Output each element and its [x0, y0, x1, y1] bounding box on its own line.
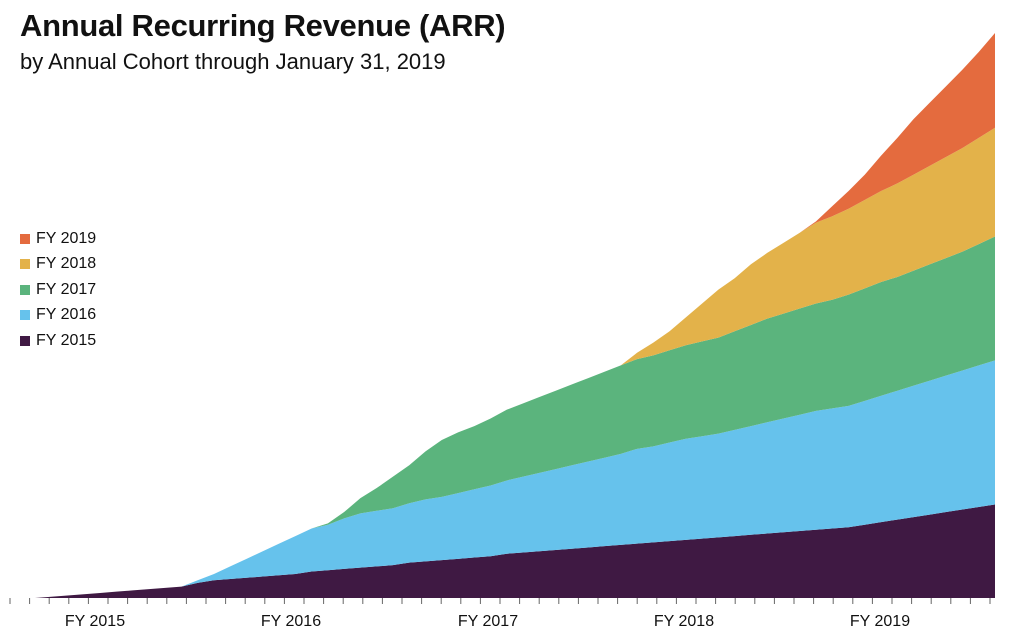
legend-item: FY 2017 [20, 277, 96, 303]
x-tick-label: FY 2019 [850, 613, 910, 630]
legend-item: FY 2019 [20, 226, 96, 252]
chart-legend: FY 2019 FY 2018 FY 2017 FY 2016 FY 2015 [20, 226, 96, 354]
legend-swatch [20, 335, 30, 346]
legend-swatch [20, 233, 30, 244]
x-tick-label: FY 2017 [458, 613, 518, 630]
legend-swatch [20, 259, 30, 270]
legend-label: FY 2016 [36, 306, 97, 324]
legend-label: FY 2017 [36, 280, 97, 298]
legend-swatch [20, 310, 30, 321]
chart-subtitle: by Annual Cohort through January 31, 201… [20, 49, 446, 74]
legend-label: FY 2015 [36, 331, 97, 349]
legend-swatch [20, 284, 30, 295]
legend-label: FY 2018 [36, 255, 97, 273]
x-tick-label: FY 2015 [65, 613, 125, 630]
x-tick-label: FY 2018 [654, 613, 714, 630]
chart-title: Annual Recurring Revenue (ARR) [20, 8, 506, 43]
area-fy-2017 [35, 236, 995, 599]
legend-item: FY 2015 [20, 328, 96, 354]
x-tick-label: FY 2016 [261, 613, 321, 630]
area-layers [35, 33, 995, 599]
legend-item: FY 2016 [20, 303, 96, 329]
x-axis: FY 2015 FY 2016 FY 2017 FY 2018 FY 2019 [9, 598, 991, 630]
legend-item: FY 2018 [20, 252, 96, 278]
legend-label: FY 2019 [36, 229, 97, 247]
area-fy-2016 [35, 360, 995, 598]
area-fy-2015 [35, 504, 995, 598]
